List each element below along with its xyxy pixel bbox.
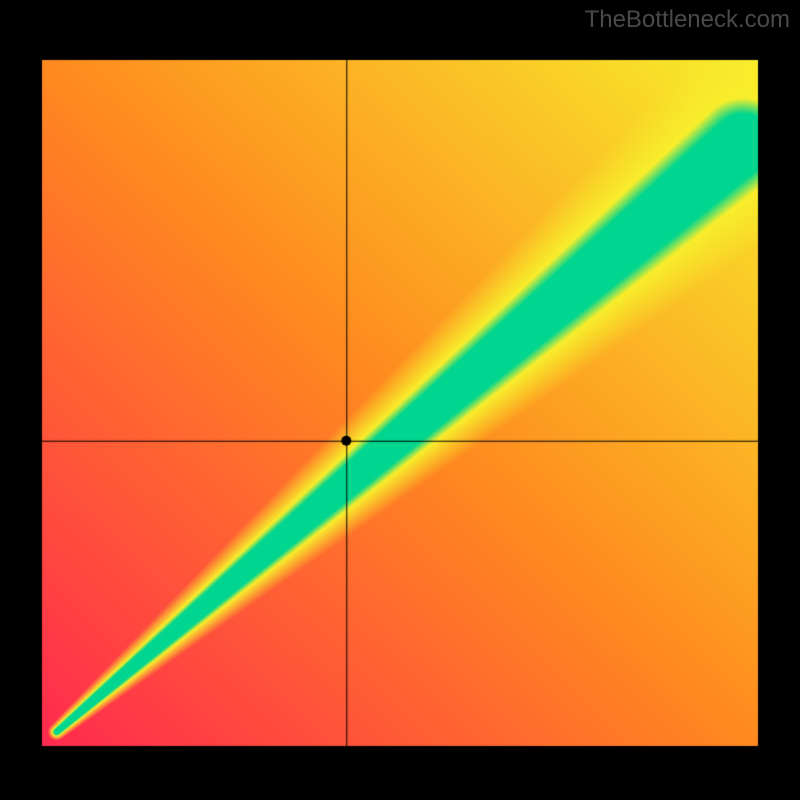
heatmap-canvas — [0, 0, 800, 800]
watermark-text: TheBottleneck.com — [585, 6, 790, 34]
chart-container: TheBottleneck.com — [0, 0, 800, 800]
